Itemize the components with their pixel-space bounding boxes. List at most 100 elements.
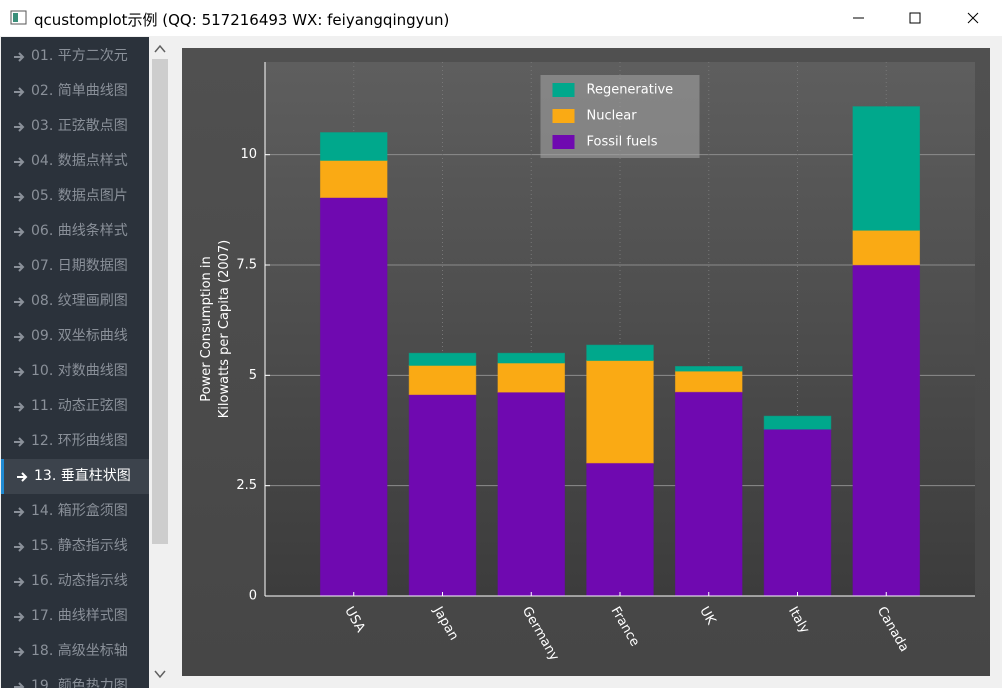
nav-arrow: [14, 647, 25, 657]
title-bar: qcustomplot示例 (QQ: 517216493 WX: feiyang…: [0, 0, 1002, 36]
bar: [408, 364, 477, 396]
nav-arrow: [14, 507, 25, 517]
nav-arrow: [14, 262, 25, 272]
nav-item[interactable]: 01. 平方二次元: [1, 39, 149, 74]
legend-swatch: [552, 83, 575, 97]
app-icon: [10, 10, 27, 25]
legend-swatch: [552, 109, 575, 123]
nav-arrow: [14, 367, 25, 377]
bar: [852, 229, 921, 266]
bar: [674, 391, 743, 597]
y-tick-label: 0: [249, 589, 257, 604]
nav-arrow: [14, 157, 25, 167]
nav-item[interactable]: 10. 对数曲线图: [1, 354, 149, 389]
bar: [586, 462, 654, 597]
bar: [408, 352, 477, 366]
nav-item[interactable]: 09. 双坐标曲线: [1, 319, 149, 354]
nav-arrow: [14, 402, 25, 412]
nav-label: 05. 数据点图片: [31, 188, 128, 204]
nav-arrow: [14, 297, 25, 307]
nav-arrow: [14, 87, 25, 97]
bar: [408, 394, 477, 597]
nav-label: 13. 垂直柱状图: [34, 468, 131, 484]
bar: [586, 360, 654, 464]
nav-item[interactable]: 03. 正弦散点图: [1, 109, 149, 144]
nav-label: 06. 曲线条样式: [31, 223, 128, 239]
legend-swatch: [552, 135, 575, 149]
nav-item[interactable]: 06. 曲线条样式: [1, 214, 149, 249]
nav-arrow: [17, 472, 28, 482]
nav-arrow: [14, 192, 25, 202]
nav-item[interactable]: 05. 数据点图片: [1, 179, 149, 214]
nav-label: 15. 静态指示线: [31, 538, 128, 554]
nav-item[interactable]: 12. 环形曲线图: [1, 424, 149, 459]
bar: [586, 344, 654, 362]
bar: [319, 159, 388, 198]
nav-arrow: [14, 227, 25, 237]
window-controls[interactable]: [850, 0, 1000, 36]
nav-arrow: [14, 542, 25, 552]
nav-arrow: [14, 122, 25, 132]
nav-arrow: [14, 577, 25, 587]
maximize-button[interactable]: [909, 12, 921, 24]
nav-label: 14. 箱形盒须图: [31, 503, 128, 519]
nav-label: 04. 数据点样式: [31, 153, 128, 169]
nav-item[interactable]: 14. 箱形盒须图: [1, 494, 149, 529]
nav-item[interactable]: 08. 纹理画刷图: [1, 284, 149, 319]
bar: [497, 391, 566, 597]
y-axis-label: Power Consumption in Kilowatts per Capita…: [199, 240, 232, 418]
bar: [763, 428, 832, 597]
nav-item[interactable]: 11. 动态正弦图: [1, 389, 149, 424]
nav-label: 03. 正弦散点图: [31, 118, 128, 134]
nav-label: 08. 纹理画刷图: [31, 293, 128, 309]
bar: [319, 132, 388, 161]
nav-label: 02. 简单曲线图: [31, 83, 128, 99]
y-axis-label-line: Kilowatts per Capita (2007): [217, 240, 232, 418]
bar: [852, 106, 921, 231]
nav-arrow: [14, 52, 25, 62]
nav-item[interactable]: 18. 高级坐标轴: [1, 634, 149, 669]
nav-arrow: [14, 332, 25, 342]
nav-label: 01. 平方二次元: [31, 48, 128, 64]
nav-item[interactable]: 19. 颜色热力图: [1, 669, 149, 688]
nav-label: 12. 环形曲线图: [31, 433, 128, 449]
nav-item[interactable]: 15. 静态指示线: [1, 529, 149, 564]
nav-label: 10. 对数曲线图: [31, 363, 128, 379]
nav-item[interactable]: 13. 垂直柱状图: [1, 459, 149, 494]
nav-arrow: [14, 437, 25, 447]
y-tick-label: 5: [249, 368, 257, 383]
nav-item[interactable]: 16. 动态指示线: [1, 564, 149, 599]
nav-arrow: [14, 682, 25, 688]
legend-label: Regenerative: [587, 83, 674, 98]
y-tick-label: 7.5: [236, 258, 257, 273]
nav-item[interactable]: 04. 数据点样式: [1, 144, 149, 179]
window-title: qcustomplot示例 (QQ: 517216493 WX: feiyang…: [34, 11, 450, 29]
nav-label: 07. 日期数据图: [31, 258, 128, 274]
nav-item[interactable]: 17. 曲线样式图: [1, 599, 149, 634]
bar: [852, 264, 921, 597]
nav-arrow: [14, 612, 25, 622]
bar: [674, 366, 743, 372]
nav-label: 17. 曲线样式图: [31, 608, 128, 624]
nav-label: 09. 双坐标曲线: [31, 328, 128, 344]
nav-item[interactable]: 07. 日期数据图: [1, 249, 149, 284]
y-tick-label: 10: [240, 147, 257, 162]
scrollbar[interactable]: [149, 37, 171, 688]
legend-label: Fossil fuels: [587, 135, 658, 150]
bar: [497, 362, 566, 393]
nav-label: 16. 动态指示线: [31, 573, 128, 589]
bar: [319, 196, 388, 597]
y-tick-label: 2.5: [236, 478, 257, 493]
bar: [763, 415, 832, 430]
legend-label: Nuclear: [587, 109, 638, 124]
y-axis-label-line: Power Consumption in: [199, 256, 214, 402]
sidebar: 01. 平方二次元 02. 简单曲线图 03. 正弦散点图 04. 数据点样式 05. …: [1, 37, 149, 688]
bar: [674, 370, 743, 393]
nav-label: 11. 动态正弦图: [31, 398, 128, 414]
scroll-thumb[interactable]: [152, 59, 168, 544]
nav-label: 18. 高级坐标轴: [31, 643, 128, 659]
nav-item[interactable]: 02. 简单曲线图: [1, 74, 149, 109]
close-button[interactable]: [967, 12, 979, 24]
